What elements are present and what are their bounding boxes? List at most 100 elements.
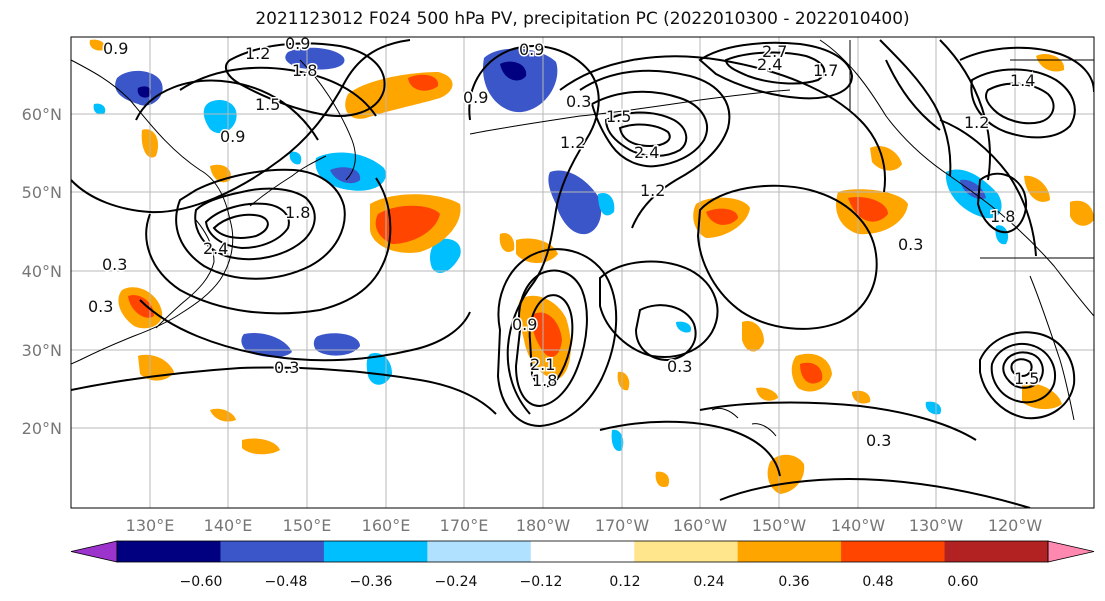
colorbar-tick-label: −0.60 bbox=[180, 574, 223, 590]
precip-blob bbox=[1024, 175, 1050, 202]
precip-blob bbox=[500, 61, 527, 81]
pv-contour bbox=[179, 66, 377, 117]
lon-label: 160°E bbox=[362, 516, 411, 535]
map-frame bbox=[70, 36, 1095, 509]
precip-blob bbox=[598, 192, 615, 216]
precip-blob bbox=[375, 205, 440, 244]
pv-contour bbox=[514, 269, 588, 408]
pv-contour bbox=[885, 59, 941, 131]
colorbar-tick-label: 0.12 bbox=[609, 574, 640, 590]
pv-contour bbox=[990, 343, 1056, 404]
contour-label: 0.3 bbox=[274, 358, 299, 377]
contour-label: 2.7 bbox=[762, 42, 787, 61]
lon-label: 130°E bbox=[126, 516, 175, 535]
precip-blob bbox=[499, 232, 515, 253]
pv-contour bbox=[696, 184, 878, 330]
colorbar-segment bbox=[427, 541, 532, 562]
coastline-japan bbox=[155, 219, 215, 329]
coastline-kamchatka bbox=[299, 59, 356, 181]
coastline-alaska bbox=[819, 39, 1094, 317]
lon-label: 150°E bbox=[283, 516, 332, 535]
contour-label: 1.4 bbox=[1010, 71, 1035, 90]
contour-label: 0.3 bbox=[898, 235, 923, 254]
precip-blob bbox=[756, 387, 778, 401]
contour-label: 1.2 bbox=[245, 44, 270, 63]
lon-label: 160°W bbox=[673, 516, 728, 535]
colorbar-extend-high bbox=[1047, 540, 1095, 563]
colorbar-segment bbox=[944, 541, 1049, 562]
lon-label: 130°W bbox=[909, 516, 964, 535]
pv-contour bbox=[135, 79, 319, 141]
pv-contour bbox=[175, 168, 346, 280]
precip-blob bbox=[516, 238, 558, 263]
lat-label: 20°N bbox=[22, 419, 62, 438]
pv-contour bbox=[496, 248, 618, 428]
coastline-hawaii bbox=[711, 407, 777, 437]
pv-contour bbox=[939, 39, 991, 181]
colorbar-frame bbox=[116, 540, 1049, 563]
precip-blob bbox=[285, 47, 345, 70]
pv-contour bbox=[194, 187, 316, 261]
lon-label: 150°W bbox=[752, 516, 807, 535]
pv-contour bbox=[985, 82, 1055, 125]
pv-contour bbox=[1002, 351, 1044, 389]
lon-label: 170°E bbox=[440, 516, 489, 535]
colorbar bbox=[70, 540, 1095, 563]
lon-label: 140°E bbox=[204, 516, 253, 535]
contour-label: 0.3 bbox=[667, 357, 692, 376]
contour-labels: 0.9 1.2 0.9 1.8 0.9 0.9 0.3 2.7 2.4 1.7 … bbox=[87, 34, 1041, 452]
latitude-labels: 60°N 50°N 40°N 30°N 20°N bbox=[22, 105, 62, 438]
colorbar-extend-low bbox=[70, 540, 118, 563]
pv-contour bbox=[599, 420, 781, 477]
map-panel: 0.9 1.2 0.9 1.8 0.9 0.9 0.3 2.7 2.4 1.7 … bbox=[71, 34, 1094, 508]
precip-blob bbox=[870, 145, 902, 171]
colorbar-tick-labels: −0.60 −0.48 −0.36 −0.24 −0.12 0.12 0.24 … bbox=[180, 574, 979, 590]
pv-contour bbox=[559, 55, 886, 193]
colorbar-tick-label: −0.36 bbox=[350, 574, 393, 590]
pv-contours bbox=[71, 39, 1094, 508]
pv-contour bbox=[212, 213, 269, 239]
pv-contour bbox=[719, 477, 1031, 508]
contour-label: 0.9 bbox=[220, 127, 245, 146]
contour-label: 1.8 bbox=[532, 371, 557, 390]
pv-contour bbox=[979, 331, 1076, 420]
lon-label: 180°W bbox=[516, 516, 571, 535]
contour-label: 0.9 bbox=[285, 34, 310, 53]
pv-contour bbox=[879, 39, 952, 177]
contour-label: 1.7 bbox=[813, 61, 838, 80]
pv-contour bbox=[599, 260, 719, 358]
lon-label: 140°W bbox=[831, 516, 886, 535]
precip-blob bbox=[93, 103, 106, 115]
precip-shading bbox=[89, 39, 1094, 494]
pv-contour bbox=[528, 294, 574, 388]
pv-contour bbox=[590, 90, 708, 168]
colorbar-segment bbox=[530, 541, 635, 562]
colorbar-segment bbox=[323, 541, 428, 562]
lat-label: 40°N bbox=[22, 262, 62, 281]
pv-contour bbox=[724, 51, 826, 85]
contour-label: 1.2 bbox=[964, 113, 989, 132]
precip-blob bbox=[89, 39, 106, 51]
precip-blob bbox=[289, 151, 302, 165]
pv-contour bbox=[71, 39, 411, 214]
precip-blob bbox=[800, 362, 823, 384]
contour-label: 0.3 bbox=[88, 297, 113, 316]
colorbar-segment bbox=[634, 541, 739, 562]
colorbar-segment bbox=[737, 541, 842, 562]
longitude-labels: 130°E 140°E 150°E 160°E 170°E 180°W 170°… bbox=[126, 516, 1043, 535]
contour-label: 0.3 bbox=[866, 431, 891, 450]
contour-label: 2.4 bbox=[634, 143, 659, 162]
pv-contour bbox=[970, 68, 1076, 139]
precip-blob bbox=[852, 390, 871, 404]
colorbar-tick-label: −0.48 bbox=[265, 574, 308, 590]
precip-blob bbox=[1070, 200, 1094, 226]
lat-label: 30°N bbox=[22, 341, 62, 360]
pv-contour bbox=[204, 202, 290, 250]
precip-blob bbox=[430, 238, 461, 273]
contour-label: 0.9 bbox=[512, 315, 537, 334]
pv-contour bbox=[468, 45, 600, 415]
contour-label: 0.9 bbox=[463, 88, 488, 107]
contour-label: 1.5 bbox=[255, 95, 280, 114]
contour-label: 1.2 bbox=[640, 181, 665, 200]
